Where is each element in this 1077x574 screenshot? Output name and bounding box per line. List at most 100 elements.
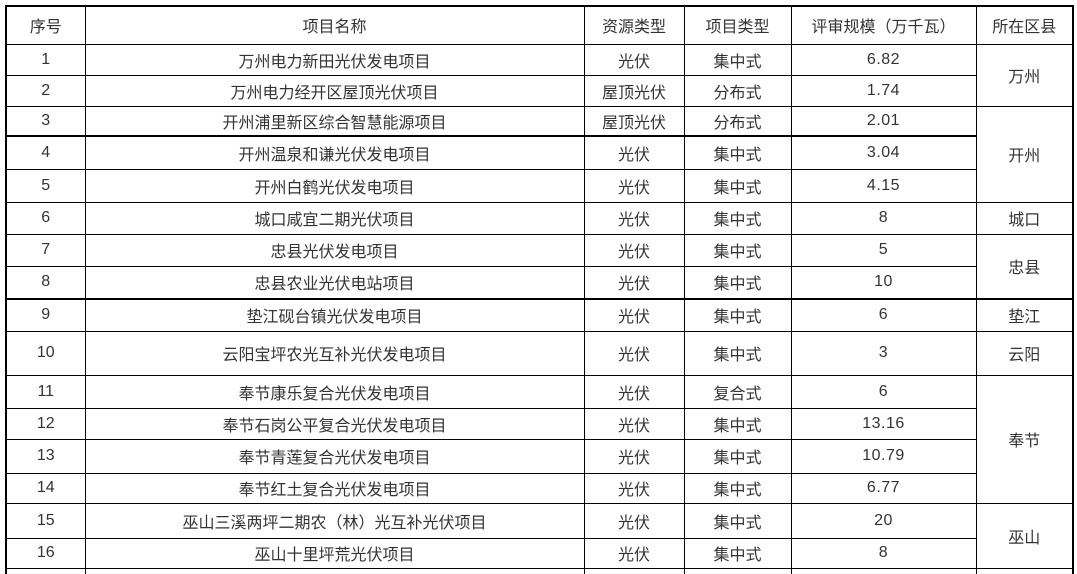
cell-resource-type: 光伏: [583, 135, 685, 170]
cell-project-name: 万州电力经开区屋顶光伏项目: [84, 74, 585, 107]
cell-index: 14: [5, 472, 86, 504]
table-row: 4 开州温泉和谦光伏发电项目 光伏 集中式 3.04: [5, 135, 1073, 170]
cell-project-name: 开州浦里新区综合智慧能源项目: [84, 105, 585, 137]
cell-project-name: 奉节石岗公平复合光伏发电项目: [84, 407, 585, 440]
cell-resource-type: 屋顶光伏: [583, 105, 685, 137]
col-header-type: 项目类型: [683, 5, 792, 45]
cell-resource-type: 屋顶光伏: [583, 74, 685, 107]
col-header-name: 项目名称: [84, 5, 585, 45]
cell-project-name: 万州电力新田光伏发电项目: [84, 43, 585, 76]
cell-review-scale: 1.74: [790, 74, 977, 107]
cell-resource-type: 光伏: [583, 438, 685, 474]
cell-project-type: 分布式: [683, 74, 792, 107]
cell-index: 11: [5, 374, 86, 409]
cell-empty: [5, 567, 86, 574]
projects-table: 序号 项目名称 资源类型 项目类型 评审规模（万千瓦） 所在区县 1 万州电力新田光伏发电项…: [5, 5, 1074, 574]
cell-region-merged: 万州: [975, 43, 1074, 107]
cell-index: 4: [5, 135, 86, 170]
table-body: 1 万州电力新田光伏发电项目 光伏 集中式 6.82 万州 2 万州电力经开区屋顶光伏项目 屋顶…: [5, 43, 1074, 574]
table-row: 11 奉节康乐复合光伏发电项目 光伏 复合式 6 奉节: [5, 374, 1074, 504]
cell-resource-type: 光伏: [583, 201, 685, 235]
cell-resource-type: 光伏: [583, 330, 685, 376]
cell-resource-type: 光伏: [583, 233, 685, 267]
cell-index: 6: [5, 201, 86, 235]
cell-project-type: 集中式: [683, 43, 792, 76]
cell-region-merged: 垫江: [975, 298, 1074, 332]
cell-project-type: 集中式: [683, 472, 792, 504]
cell-review-scale: 8: [790, 201, 977, 235]
cell-region-merged: 云阳: [975, 330, 1074, 376]
table-header: 序号 项目名称 资源类型 项目类型 评审规模（万千瓦） 所在区县: [5, 5, 1074, 45]
cell-region-merged: 奉节: [975, 374, 1074, 504]
cell-resource-type: 光伏: [583, 537, 685, 569]
cell-resource-type: 光伏: [583, 472, 685, 504]
cell-project-name: 开州白鹤光伏发电项目: [84, 168, 585, 203]
cell-project-name: 巫山三溪两坪二期农（林）光互补光伏项目: [84, 502, 585, 539]
cell-index: 13: [5, 438, 86, 474]
table-row: 14 奉节红土复合光伏发电项目 光伏 集中式 6.77: [5, 472, 1073, 504]
cell-project-name: 奉节红土复合光伏发电项目: [84, 472, 585, 504]
table-row: 9 垫江砚台镇光伏发电项目 光伏 集中式 6 垫江: [5, 298, 1074, 332]
col-header-scale: 评审规模（万千瓦）: [790, 5, 977, 45]
cell-review-scale: 6: [790, 298, 977, 332]
table-row: 2 万州电力经开区屋顶光伏项目 屋顶光伏 分布式 1.74: [5, 74, 1073, 107]
table-row: 12 奉节石岗公平复合光伏发电项目 光伏 集中式 13.16: [5, 407, 1073, 440]
cell-review-scale: 3: [790, 330, 977, 376]
cell-review-scale: 2.01: [790, 105, 977, 137]
cell-index: 7: [5, 233, 86, 267]
cell-project-type: 集中式: [683, 330, 792, 376]
cell-project-type: 集中式: [683, 438, 792, 474]
table-row: 5 开州白鹤光伏发电项目 光伏 集中式 4.15: [5, 168, 1073, 203]
cell-resource-type: 光伏: [583, 407, 685, 440]
cell-empty: [790, 567, 977, 574]
cell-review-scale: 8: [790, 537, 977, 569]
table-row: 7 忠县光伏发电项目 光伏 集中式 5 忠县: [5, 233, 1074, 300]
cell-project-type: 集中式: [683, 407, 792, 440]
cell-region-merged: 巫山: [975, 502, 1074, 569]
cell-project-name: 垫江砚台镇光伏发电项目: [84, 298, 585, 332]
cell-project-name: 巫山十里坪荒光伏项目: [84, 537, 585, 569]
cell-review-scale: 10.79: [790, 438, 977, 474]
cell-index: 1: [5, 43, 86, 76]
cell-project-type: 集中式: [683, 201, 792, 235]
col-header-resource: 资源类型: [583, 5, 685, 45]
col-header-no: 序号: [5, 5, 86, 45]
cell-project-name: 奉节青莲复合光伏发电项目: [84, 438, 585, 474]
cell-project-name: 忠县农业光伏电站项目: [84, 265, 585, 300]
cell-resource-type: 光伏: [583, 43, 685, 76]
cell-empty: [683, 567, 792, 574]
cell-project-type: 分布式: [683, 105, 792, 137]
cell-index: 10: [5, 330, 86, 376]
cell-resource-type: 光伏: [583, 298, 685, 332]
cell-project-name: 云阳宝坪农光互补光伏发电项目: [84, 330, 585, 376]
cell-project-type: 集中式: [683, 168, 792, 203]
cell-project-name: 忠县光伏发电项目: [84, 233, 585, 267]
cell-empty: [583, 567, 685, 574]
table-row: 13 奉节青莲复合光伏发电项目 光伏 集中式 10.79: [5, 438, 1073, 474]
cell-project-type: 集中式: [683, 537, 792, 569]
cell-review-scale: 4.15: [790, 168, 977, 203]
cell-review-scale: 6.82: [790, 43, 977, 76]
table-row: 15 巫山三溪两坪二期农（林）光互补光伏项目 光伏 集中式 20 巫山: [5, 502, 1074, 569]
table-container: 序号 项目名称 资源类型 项目类型 评审规模（万千瓦） 所在区县 1 万州电力新田光伏发电项…: [5, 5, 1074, 574]
cell-review-scale: 10: [790, 265, 977, 300]
cell-index: 3: [5, 105, 86, 137]
cell-project-type: 集中式: [683, 502, 792, 539]
cell-resource-type: 光伏: [583, 502, 685, 539]
cell-region-merged: 忠县: [975, 233, 1074, 300]
cell-project-type: 集中式: [683, 233, 792, 267]
cell-project-type: 集中式: [683, 265, 792, 300]
table-row: 16 巫山十里坪荒光伏项目 光伏 集中式 8: [5, 537, 1073, 569]
header-row: 序号 项目名称 资源类型 项目类型 评审规模（万千瓦） 所在区县: [5, 5, 1074, 45]
cell-region-merged: 城口: [975, 201, 1074, 235]
cell-review-scale: 5: [790, 233, 977, 267]
cell-index: 16: [5, 537, 86, 569]
cell-empty: [84, 567, 585, 574]
cell-region-merged: 开州: [975, 105, 1074, 203]
cell-resource-type: 光伏: [583, 265, 685, 300]
cell-project-type: 集中式: [683, 298, 792, 332]
cell-project-name: 奉节康乐复合光伏发电项目: [84, 374, 585, 409]
cell-index: 2: [5, 74, 86, 107]
cell-resource-type: 光伏: [583, 168, 685, 203]
